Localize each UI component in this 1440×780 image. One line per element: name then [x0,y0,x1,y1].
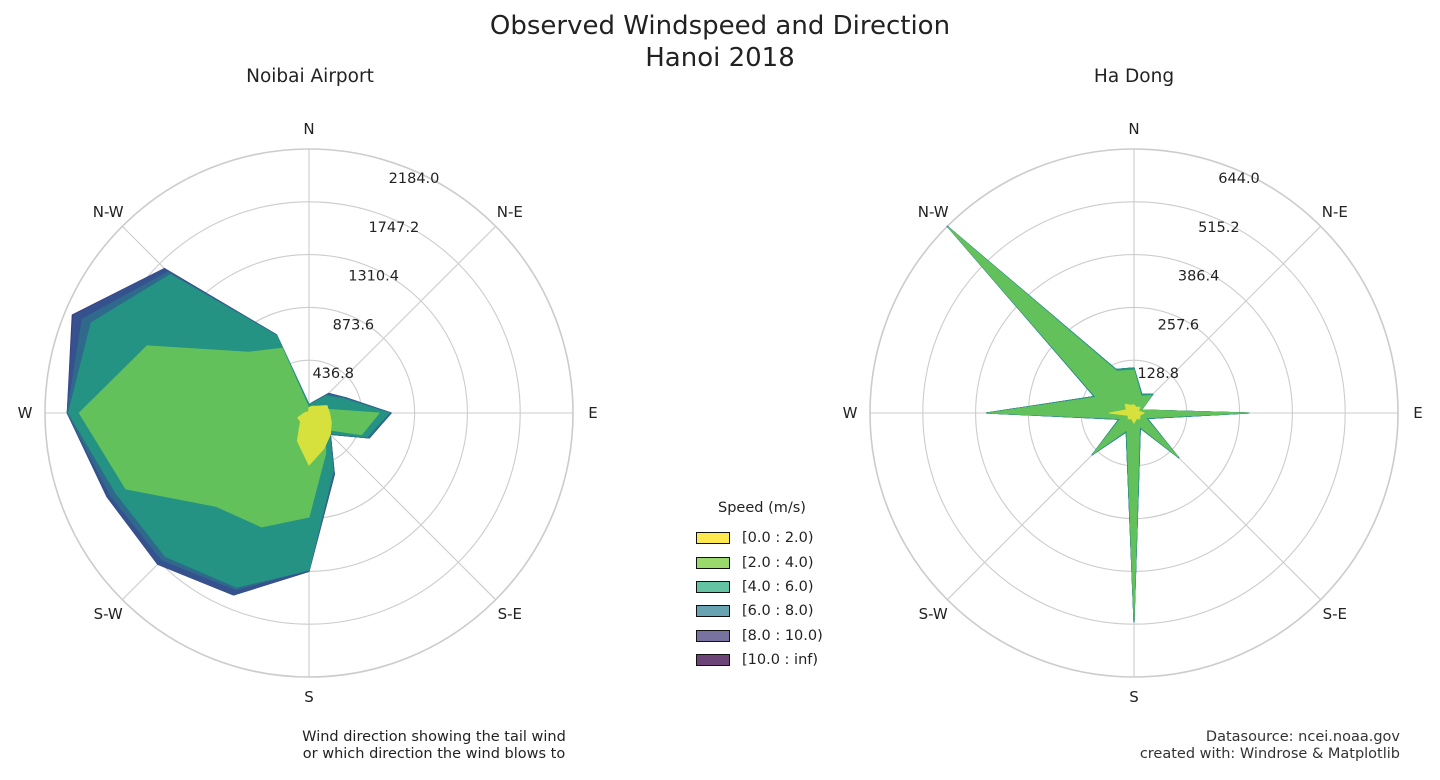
direction-label: S [304,688,314,706]
direction-label: S-W [919,605,948,623]
noibai-windrose: 436.8 873.6 1310.4 1747.2 2184.0 N N-E E S-E S S-W… [18,120,598,706]
windrose-series-area [946,225,1250,623]
direction-label: W [18,404,33,422]
legend-item: [4.0 : 6.0) [690,575,830,599]
chart-subtitle: Hanoi 2018 [645,43,795,73]
source-note-line2: created with: Windrose & Matplotlib [1139,746,1400,762]
windrose-series-area [296,405,332,466]
legend-swatch [696,556,730,569]
direction-label: N-W [918,203,949,221]
legend-label: [2.0 : 4.0) [742,554,814,571]
direction-label: S [1129,688,1139,706]
radial-tick-label: 1310.4 [348,269,399,285]
hadong-panel-title: Ha Dong [1093,66,1175,87]
noibai-panel-title: Noibai Airport [246,66,374,87]
grid-spoke [1133,225,1322,414]
windrose-series-area [1108,403,1145,424]
direction-label: N [1128,120,1139,138]
speed-legend: Speed (m/s) [0.0 : 2.0) [2.0 : 4.0) [4.0… [690,500,830,672]
legend-swatch [696,532,730,545]
grid-circle [922,201,1346,625]
grid-circle [869,148,1399,678]
direction-label: E [1413,404,1422,422]
legend-item: [8.0 : 10.0) [690,624,830,648]
windrose-series-area [946,225,1250,623]
legend-item: [2.0 : 4.0) [690,550,830,574]
direction-label: S-E [498,605,522,623]
radial-tick-label: 257.6 [1158,317,1200,333]
chart-title: Observed Windspeed and Direction [489,11,951,41]
windrose-series-area [946,225,1250,623]
radial-tick-label: 644.0 [1218,171,1260,187]
radial-tick-label: 873.6 [333,317,375,333]
legend-item: [6.0 : 8.0) [690,599,830,623]
legend-title: Speed (m/s) [718,500,806,516]
legend-label: [6.0 : 8.0) [742,603,814,620]
direction-label: N-E [497,203,523,221]
direction-label: E [588,404,597,422]
radial-tick-label: 2184.0 [389,171,440,187]
grid-spoke [946,412,1135,601]
grid-spoke [946,225,1135,414]
legend-label: [4.0 : 6.0) [742,578,814,595]
direction-note-line2: or which direction the wind blows to [302,746,566,762]
direction-note-line1: Wind direction showing the tail wind [302,729,566,745]
windrose-series-area [946,225,1250,623]
grid-spoke [308,225,497,414]
legend-label: [0.0 : 2.0) [742,530,814,547]
grid-circle [1027,306,1241,520]
radial-tick-label: 436.8 [312,366,354,382]
grid-circle [975,254,1293,572]
legend-item: [0.0 : 2.0) [690,526,830,550]
source-note-line1: Datasource: ncei.noaa.gov [1205,729,1400,745]
grid-circle [1080,359,1188,467]
legend-swatch [696,605,730,618]
direction-note: Wind direction showing the tail wind or … [284,729,584,763]
legend-item: [10.0 : inf) [690,648,830,672]
radial-tick-label: 515.2 [1198,220,1240,236]
radial-tick-label: 386.4 [1178,269,1220,285]
direction-label: S-E [1323,605,1347,623]
legend-label: [8.0 : 10.0) [742,627,823,644]
direction-label: N-W [93,203,124,221]
radial-tick-label: 128.8 [1137,366,1179,382]
legend-swatch [696,580,730,593]
windrose-series-area [948,227,1248,619]
direction-label: S-W [94,605,123,623]
legend-swatch [696,629,730,642]
direction-label: N-E [1322,203,1348,221]
grid-spoke [1133,412,1322,601]
legend-swatch [696,654,730,667]
radial-tick-label: 1747.2 [368,220,419,236]
source-note: Datasource: ncei.noaa.gov created with: … [1030,729,1400,763]
grid-spoke [308,412,497,601]
direction-label: N [303,120,314,138]
direction-label: W [843,404,858,422]
legend-label: [10.0 : inf) [742,652,819,669]
